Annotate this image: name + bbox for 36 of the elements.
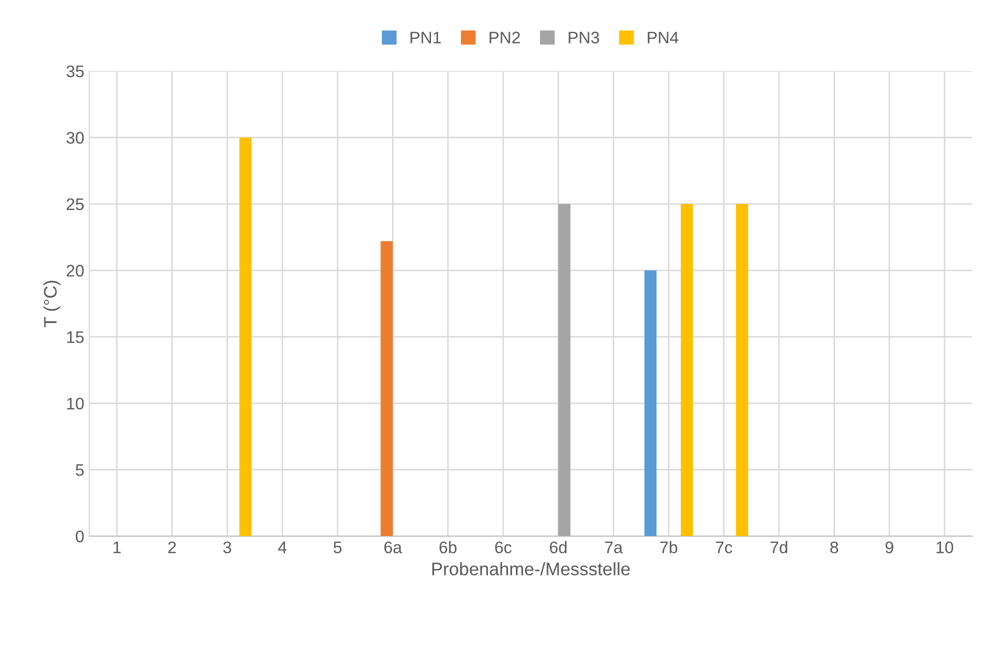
bar — [680, 204, 693, 536]
legend-label: PN1 — [410, 32, 441, 44]
x-tick-label: 6d — [550, 541, 567, 554]
y-tick-label: 35 — [66, 65, 84, 78]
x-tick-label: 7b — [660, 541, 678, 554]
x-tick-label: 5 — [334, 542, 342, 554]
x-tick-label: 7c — [716, 542, 732, 554]
legend-label: PN4 — [648, 32, 678, 44]
y-tick-label: 25 — [66, 198, 84, 210]
y-tick-label: 15 — [67, 331, 84, 344]
x-tick-label: 2 — [168, 541, 176, 554]
bar — [644, 270, 657, 536]
y-tick-label: 10 — [67, 398, 84, 410]
y-tick-label: 0 — [76, 530, 84, 542]
x-axis-title: Probenahme-/Messstelle — [432, 562, 630, 576]
x-tick-label: 6b — [440, 541, 457, 554]
y-tick-label: 20 — [66, 264, 84, 277]
legend-label: PN3 — [568, 32, 600, 44]
y-tick-label: 30 — [66, 132, 84, 144]
y-tick-label: 5 — [76, 464, 84, 476]
x-tick-label: 10 — [936, 541, 954, 554]
x-tick-label: 6c — [495, 541, 512, 554]
x-tick-label: 8 — [830, 541, 838, 554]
x-tick-label: 1 — [114, 542, 121, 554]
bar — [736, 204, 748, 536]
legend-label: PN2 — [490, 32, 520, 44]
x-tick-label: 3 — [223, 541, 232, 554]
bar — [380, 241, 393, 536]
bar — [239, 138, 252, 536]
x-tick-label: 4 — [278, 542, 287, 554]
x-tick-label: 9 — [886, 541, 894, 554]
x-tick-label: 7a — [605, 542, 623, 554]
y-axis-title: T (°C) — [43, 280, 60, 328]
x-tick-label: 6a — [384, 541, 402, 554]
bar — [558, 204, 570, 536]
x-tick-label: 7d — [770, 541, 788, 554]
